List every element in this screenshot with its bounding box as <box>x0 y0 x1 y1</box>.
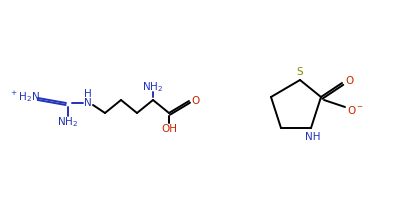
Text: OH: OH <box>161 124 177 134</box>
Text: O: O <box>345 76 353 86</box>
Text: $^+$H$_2$N: $^+$H$_2$N <box>8 90 40 104</box>
Text: O: O <box>192 96 200 106</box>
Text: S: S <box>297 67 303 77</box>
Text: N: N <box>84 98 92 108</box>
Text: NH$_2$: NH$_2$ <box>142 80 164 94</box>
Text: O$^-$: O$^-$ <box>346 104 364 116</box>
Text: NH: NH <box>305 132 321 142</box>
Text: H: H <box>84 89 92 99</box>
Text: NH$_2$: NH$_2$ <box>58 115 78 129</box>
